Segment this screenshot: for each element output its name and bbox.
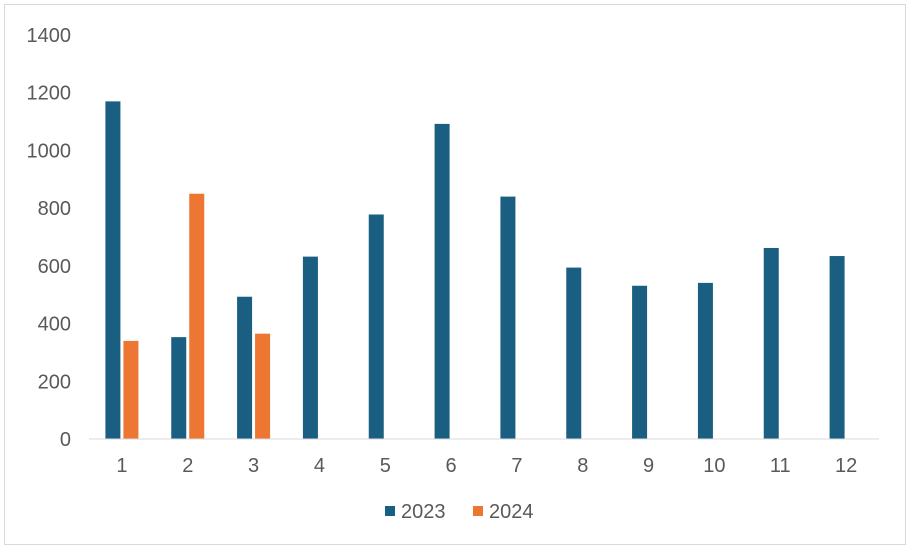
bar-2023-3 [237,296,253,439]
bar-2023-5 [368,214,384,439]
y-tick-label: 800 [38,198,71,220]
x-tick-label: 9 [643,455,654,477]
y-tick-label: 1400 [27,25,72,47]
x-tick-label: 2 [182,455,193,477]
bar-2023-11 [763,247,779,439]
y-axis-tick-labels: 0 200 400 600 800 1000 1200 1400 [27,25,72,451]
bars [105,101,845,439]
legend-swatch-2024 [473,506,483,516]
x-tick-label: 10 [703,455,725,477]
bar-2023-2 [171,337,187,439]
y-tick-label: 1000 [27,140,72,162]
bar-2024-1 [123,340,139,439]
x-tick-label: 11 [770,455,791,477]
y-tick-label: 1200 [27,83,72,105]
y-tick-label: 200 [38,371,71,393]
legend-label: 2023 [401,501,446,523]
bar-2023-8 [566,267,582,439]
x-tick-label: 4 [314,455,325,477]
legend: 2023 2024 [385,501,534,523]
bar-2023-4 [302,256,318,439]
x-tick-label: 12 [835,455,857,477]
x-tick-label: 3 [248,455,259,477]
bar-2023-6 [434,123,450,439]
x-axis-tick-labels: 1 2 3 4 5 6 7 8 9 10 11 12 [116,455,857,477]
x-tick-label: 5 [380,455,391,477]
bar-2023-9 [632,285,648,439]
bar-2024-2 [189,193,205,439]
bar-2023-7 [500,196,516,439]
bar-2023-12 [829,256,845,439]
bar-2024-3 [255,333,271,439]
legend-swatch-2023 [385,506,395,516]
x-tick-label: 6 [446,455,457,477]
y-tick-label: 400 [38,314,71,336]
y-tick-label: 0 [60,429,71,451]
bar-2023-1 [105,101,121,439]
y-tick-label: 600 [38,256,71,278]
chart-area: 0 200 400 600 800 1000 1200 1400 1 2 3 4 5 6 7 8 9 10 11 1… [4,4,906,545]
legend-label: 2024 [489,501,534,523]
x-tick-label: 7 [511,455,522,477]
x-tick-label: 1 [116,455,127,477]
x-tick-label: 8 [577,455,588,477]
bar-2023-10 [697,282,713,439]
